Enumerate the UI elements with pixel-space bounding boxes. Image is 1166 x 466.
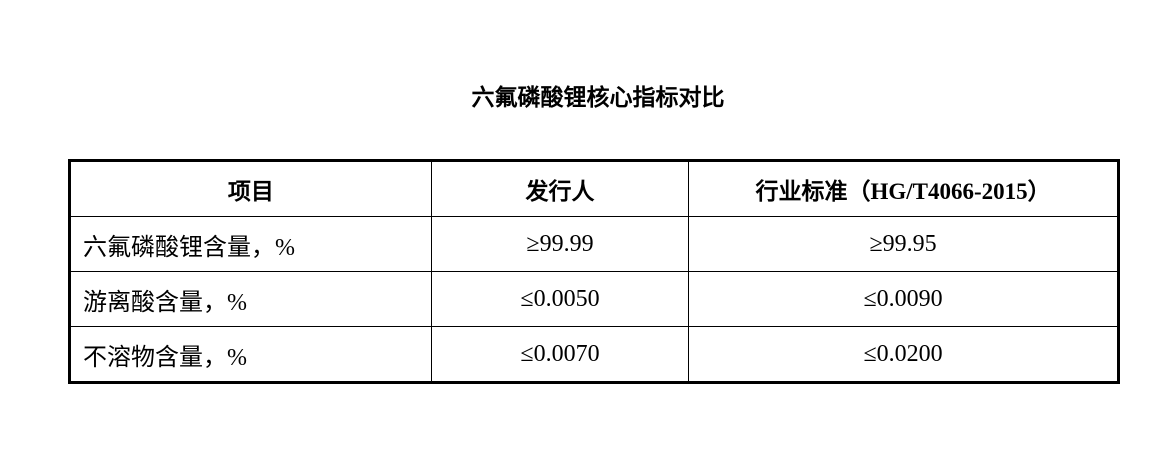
- issuer-value: ≤0.0050: [430, 271, 690, 327]
- document-title: 六氟磷酸锂核心指标对比: [471, 85, 725, 111]
- standard-value: ≥99.95: [688, 216, 1119, 272]
- issuer-value: ≤0.0070: [430, 326, 690, 383]
- header-item: 项目: [69, 160, 432, 217]
- table-row: 游离酸含量，% ≤0.0050 ≤0.0090: [69, 271, 1119, 327]
- header-industry-standard: 行业标准（HG/T4066-2015）: [688, 160, 1119, 217]
- standard-value: ≤0.0200: [688, 326, 1119, 383]
- table-row: 不溶物含量，% ≤0.0070 ≤0.0200: [69, 326, 1119, 383]
- comparison-table: 项目 发行人 行业标准（HG/T4066-2015） 六氟磷酸锂含量，% ≥99…: [68, 159, 1120, 384]
- issuer-value: ≥99.99: [430, 216, 690, 272]
- row-label: 不溶物含量，%: [69, 326, 432, 383]
- row-label: 六氟磷酸锂含量，%: [69, 216, 432, 272]
- table-header-row: 项目 发行人 行业标准（HG/T4066-2015）: [69, 160, 1119, 217]
- table-row: 六氟磷酸锂含量，% ≥99.99 ≥99.95: [69, 216, 1119, 272]
- row-label: 游离酸含量，%: [69, 271, 432, 327]
- standard-value: ≤0.0090: [688, 271, 1119, 327]
- header-issuer: 发行人: [430, 160, 690, 217]
